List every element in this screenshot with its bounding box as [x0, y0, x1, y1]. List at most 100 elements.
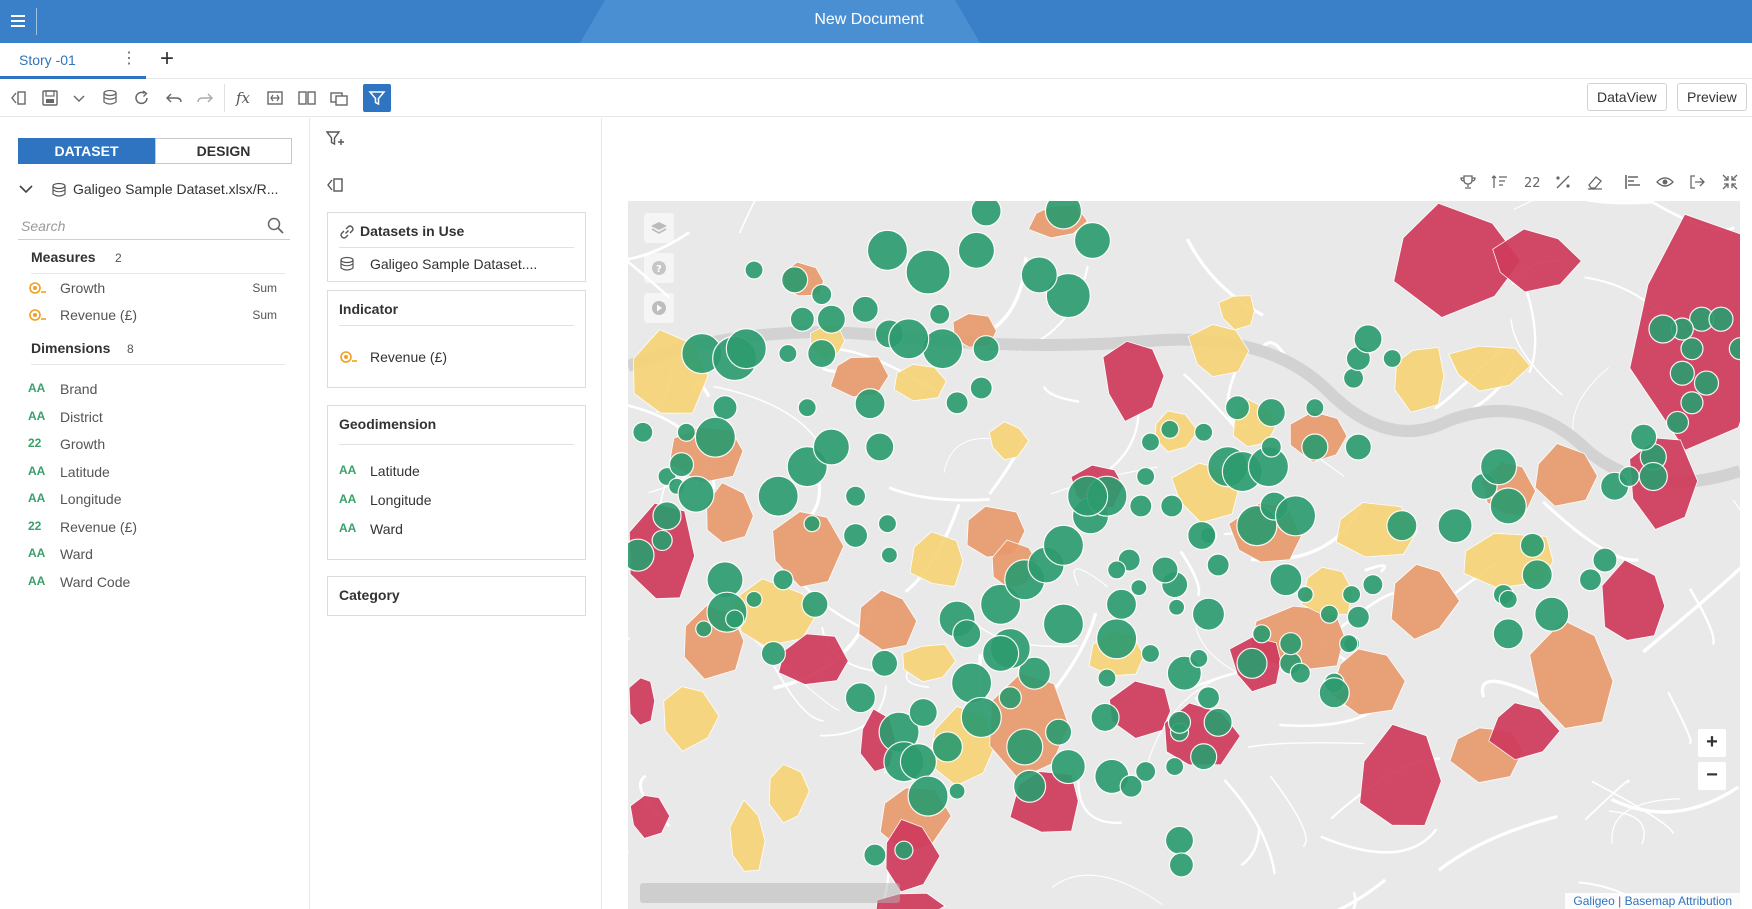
dataset-item[interactable]: Galigeo Sample Dataset....	[339, 255, 579, 275]
field-dimension[interactable]: 22 Growth	[28, 435, 282, 455]
redo-icon[interactable]	[195, 88, 215, 108]
map-street	[1336, 878, 1387, 909]
layers-control-icon[interactable]	[644, 213, 674, 243]
measure-icon	[28, 307, 48, 323]
map-bubble	[880, 546, 899, 564]
map-region	[628, 677, 656, 726]
tab-design[interactable]: DESIGN	[155, 138, 292, 164]
map-bubble	[1165, 756, 1185, 777]
map-bubble	[1160, 419, 1180, 439]
database-icon	[52, 182, 66, 197]
field-dimension[interactable]: AA Ward Code	[28, 573, 282, 593]
data-source-icon[interactable]	[101, 88, 121, 108]
map-bubble	[1592, 547, 1618, 573]
field-growth-measure[interactable]: Growth Sum	[28, 279, 282, 299]
field-label: Growth	[60, 280, 106, 296]
map-street	[1437, 814, 1558, 872]
number-format-icon[interactable]: 22	[1522, 172, 1542, 192]
layers-icon[interactable]	[329, 88, 349, 108]
map-bubble	[1630, 423, 1658, 451]
geodimension-item[interactable]: AA Latitude	[339, 462, 559, 482]
filter-icon[interactable]	[363, 84, 391, 112]
add-tab-button[interactable]: +	[160, 45, 175, 72]
field-dimension[interactable]: AA Longitude	[28, 490, 282, 510]
map-bubble	[725, 328, 767, 370]
category-card[interactable]: Category	[327, 576, 586, 616]
timeline-scrollbar[interactable]	[640, 883, 900, 903]
zoom-out-button[interactable]: −	[1698, 762, 1726, 790]
map-region	[1390, 563, 1461, 640]
map-region	[988, 421, 1030, 461]
map-bubble	[931, 731, 964, 763]
zoom-in-button[interactable]: +	[1698, 729, 1726, 757]
tab-dataset[interactable]: DATASET	[18, 138, 155, 164]
measures-count: 2	[115, 251, 122, 265]
geodimension-label: Longitude	[370, 492, 432, 508]
tab-more-icon[interactable]: ⋮	[121, 50, 137, 67]
map-bubble	[1296, 585, 1314, 604]
map-visualization[interactable]: ? + − Galigeo | Basemap Attribution	[628, 201, 1740, 909]
map-bubble	[969, 376, 993, 400]
field-dimension[interactable]: AA District	[28, 408, 282, 428]
aggregation-label: Sum	[252, 308, 277, 322]
collapse-panel-icon[interactable]	[326, 176, 344, 194]
search-icon[interactable]	[266, 216, 286, 236]
undo-icon[interactable]	[164, 88, 184, 108]
map-bubble	[797, 398, 817, 418]
percent-icon[interactable]	[1553, 172, 1573, 192]
field-revenue-measure[interactable]: Revenue (£) Sum	[28, 306, 282, 326]
field-dimension[interactable]: AA Ward	[28, 545, 282, 565]
map-bubble	[1194, 422, 1214, 442]
trophy-icon[interactable]	[1458, 172, 1478, 192]
save-icon[interactable]	[40, 88, 60, 108]
map-bubble	[1492, 618, 1524, 650]
export-icon[interactable]	[1687, 172, 1707, 192]
text-box-icon[interactable]	[265, 88, 285, 108]
map-bubble	[1638, 461, 1668, 492]
map-bubble	[1167, 710, 1192, 734]
chevron-down-icon[interactable]	[18, 182, 34, 196]
text-dimension-icon: AA	[28, 381, 46, 395]
map-bubble	[1119, 774, 1143, 798]
attribution-link[interactable]: Basemap Attribution	[1624, 894, 1732, 908]
map-bubble	[929, 303, 951, 325]
field-dimension[interactable]: AA Latitude	[28, 463, 282, 483]
dataset-selector[interactable]: Galigeo Sample Dataset.xlsx/R...	[18, 180, 288, 200]
play-control-icon[interactable]	[644, 293, 674, 323]
map-street	[1611, 798, 1681, 844]
choropleth-bubble-map[interactable]	[628, 201, 1740, 909]
eye-icon[interactable]	[1655, 172, 1675, 192]
map-bubble	[632, 421, 654, 443]
preview-button[interactable]: Preview	[1677, 83, 1747, 111]
map-bubble	[803, 515, 821, 533]
map-bubble	[888, 318, 930, 360]
geodimension-item[interactable]: AA Longitude	[339, 491, 559, 511]
search-field[interactable]: Search	[18, 214, 290, 240]
panel-toggle-icon[interactable]	[8, 88, 28, 108]
split-view-icon[interactable]	[297, 88, 317, 108]
chevron-down-icon[interactable]	[69, 88, 89, 108]
indicator-item[interactable]: Revenue (£)	[339, 348, 559, 368]
formula-icon[interactable]: fx	[234, 88, 254, 108]
card-divider	[339, 247, 574, 248]
geodimension-item[interactable]: AA Ward	[339, 520, 559, 540]
help-control-icon[interactable]: ?	[644, 253, 674, 283]
add-filter-icon[interactable]	[326, 130, 346, 148]
map-bubble	[816, 304, 846, 334]
map-bubble	[1189, 648, 1209, 669]
align-icon[interactable]	[1623, 172, 1643, 192]
field-dimension[interactable]: 22 Revenue (£)	[28, 518, 282, 538]
map-street	[1642, 566, 1740, 654]
hamburger-icon[interactable]	[8, 10, 30, 32]
tab-story-01[interactable]: Story -01 ⋮	[0, 43, 146, 79]
attribution-brand-link[interactable]: Galigeo	[1573, 894, 1615, 908]
field-dimension[interactable]: AA Brand	[28, 380, 282, 400]
sort-icon[interactable]	[1490, 172, 1510, 192]
dataview-button[interactable]: DataView	[1587, 83, 1667, 111]
map-bubble	[1096, 618, 1138, 660]
refresh-icon[interactable]	[132, 88, 152, 108]
collapse-icon[interactable]	[1720, 172, 1740, 192]
map-bubble	[1140, 643, 1161, 664]
vis-builder-panel: Datasets in Use Galigeo Sample Dataset..…	[310, 118, 602, 909]
eraser-icon[interactable]	[1585, 172, 1605, 192]
